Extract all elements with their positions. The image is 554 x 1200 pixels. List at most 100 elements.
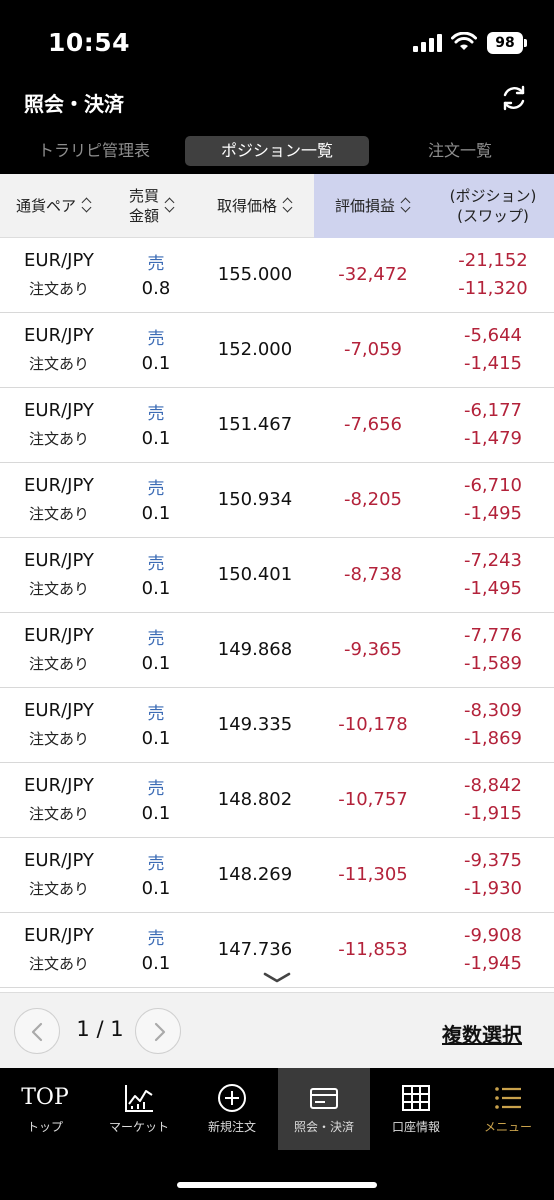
tab-trarepeat-table[interactable]: トラリピ管理表 <box>37 141 150 160</box>
nav-item-menu[interactable]: メニュー <box>462 1068 554 1150</box>
order-note: 注文あり <box>28 580 89 598</box>
bottom-nav: TOP トップ マーケット 新規注文 照会・決済 <box>0 1068 554 1200</box>
position-swap-cell: -7,243 -1,495 <box>432 538 554 612</box>
table-row[interactable]: EUR/JPY 注文あり 売 0.1 150.401 -8,738 -7,243… <box>0 538 554 613</box>
order-note: 注文あり <box>28 430 89 448</box>
trade-side: 売 <box>147 404 165 424</box>
pair-cell: EUR/JPY 注文あり <box>0 613 118 687</box>
trade-side: 売 <box>147 929 165 949</box>
position-swap-cell: -6,177 -1,479 <box>432 388 554 462</box>
acquisition-price: 150.934 <box>217 489 293 510</box>
swap-pl: -1,589 <box>463 653 523 674</box>
nav-item-account-info[interactable]: 口座情報 <box>370 1068 462 1150</box>
table-row[interactable]: EUR/JPY 注文あり 売 0.8 155.000 -32,472 -21,1… <box>0 238 554 313</box>
acquisition-price: 147.736 <box>217 939 293 960</box>
swap-pl: -1,869 <box>463 728 523 749</box>
sort-icon <box>283 199 293 213</box>
table-row[interactable]: EUR/JPY 注文あり 売 0.1 148.802 -10,757 -8,84… <box>0 763 554 838</box>
position-swap-cell: -7,776 -1,589 <box>432 613 554 687</box>
table-row[interactable]: EUR/JPY 注文あり 売 0.1 149.868 -9,365 -7,776… <box>0 613 554 688</box>
side-amount-cell: 売 0.1 <box>108 313 204 387</box>
segmented-tabs: トラリピ管理表 ポジション一覧 注文一覧 <box>0 130 554 174</box>
table-row[interactable]: EUR/JPY 注文あり 売 0.1 151.467 -7,656 -6,177… <box>0 388 554 463</box>
order-note: 注文あり <box>28 880 89 898</box>
nav-item-top[interactable]: TOP トップ <box>0 1068 90 1150</box>
pagination-bar: 1 / 1 複数選択 <box>0 992 554 1068</box>
tab-order-list[interactable]: 注文一覧 <box>427 141 492 160</box>
side-amount-cell: 売 0.1 <box>108 463 204 537</box>
next-page-button[interactable] <box>135 1008 181 1054</box>
column-label-position: (ポジション) <box>449 187 537 205</box>
position-pl: -9,908 <box>463 925 523 946</box>
nav-label-market: マーケット <box>108 1120 169 1134</box>
side-amount-cell: 売 0.1 <box>108 688 204 762</box>
acquisition-price: 151.467 <box>217 414 293 435</box>
swap-pl: -1,479 <box>463 428 523 449</box>
pair-cell: EUR/JPY 注文あり <box>0 388 118 462</box>
side-amount-cell: 売 0.8 <box>108 238 204 312</box>
column-header-position-swap: (ポジション) (スワップ) <box>432 174 554 238</box>
chevron-left-icon <box>31 1022 43 1042</box>
page-indicator: 1 / 1 <box>76 1017 124 1041</box>
multi-select-link[interactable]: 複数選択 <box>442 1023 522 1047</box>
side-amount-cell: 売 0.1 <box>108 913 204 987</box>
valuation-pl: -10,757 <box>338 789 408 810</box>
side-amount-cell: 売 0.1 <box>108 763 204 837</box>
table-row[interactable]: EUR/JPY 注文あり 売 0.1 148.269 -11,305 -9,37… <box>0 838 554 913</box>
valuation-pl: -7,656 <box>343 414 403 435</box>
table-row[interactable]: EUR/JPY 注文あり 売 0.1 149.335 -10,178 -8,30… <box>0 688 554 763</box>
tab-position-list[interactable]: ポジション一覧 <box>185 136 369 166</box>
pair-cell: EUR/JPY 注文あり <box>0 763 118 837</box>
pair-cell: EUR/JPY 注文あり <box>0 313 118 387</box>
battery-tip <box>524 39 527 47</box>
valuation-pl: -8,738 <box>343 564 403 585</box>
trade-amount: 0.1 <box>141 803 171 824</box>
currency-pair: EUR/JPY <box>24 550 94 571</box>
grid-icon <box>402 1085 430 1111</box>
valuation-pl: -10,178 <box>338 714 408 735</box>
nav-label-top: トップ <box>26 1120 63 1134</box>
pair-cell: EUR/JPY 注文あり <box>0 238 118 312</box>
column-label-side: 売買 <box>128 187 159 205</box>
home-indicator <box>177 1182 377 1188</box>
status-bar: 10:54 98 <box>0 0 554 80</box>
top-logo-text: TOP <box>21 1085 69 1110</box>
swap-pl: -1,915 <box>463 803 523 824</box>
currency-pair: EUR/JPY <box>24 925 94 946</box>
currency-pair: EUR/JPY <box>24 700 94 721</box>
valuation-pl: -8,205 <box>343 489 403 510</box>
pair-cell: EUR/JPY 注文あり <box>0 463 118 537</box>
position-list: EUR/JPY 注文あり 売 0.8 155.000 -32,472 -21,1… <box>0 238 554 992</box>
column-header-side-amount[interactable]: 売買 金額 <box>108 174 196 238</box>
swap-pl: -1,495 <box>463 503 523 524</box>
valuation-pl: -11,305 <box>338 864 408 885</box>
valuation-pl: -11,853 <box>338 939 408 960</box>
position-pl: -8,309 <box>463 700 523 721</box>
column-header-price[interactable]: 取得価格 <box>196 174 314 238</box>
nav-item-new-order[interactable]: 新規注文 <box>186 1068 278 1150</box>
order-note: 注文あり <box>28 805 89 823</box>
trade-amount: 0.1 <box>141 953 171 974</box>
prev-page-button[interactable] <box>14 1008 60 1054</box>
position-swap-cell: -9,908 -1,945 <box>432 913 554 987</box>
chevron-down-icon[interactable] <box>262 970 292 986</box>
order-note: 注文あり <box>28 505 89 523</box>
pair-cell: EUR/JPY 注文あり <box>0 538 118 612</box>
nav-item-inquiry-settlement[interactable]: 照会・決済 <box>278 1068 370 1150</box>
column-header-pl[interactable]: 評価損益 <box>314 174 432 238</box>
position-pl: -9,375 <box>463 850 523 871</box>
trade-side: 売 <box>147 329 165 349</box>
trade-amount: 0.1 <box>141 503 171 524</box>
table-row[interactable]: EUR/JPY 注文あり 売 0.1 150.934 -8,205 -6,710… <box>0 463 554 538</box>
table-row[interactable]: EUR/JPY 注文あり 売 0.1 152.000 -7,059 -5,644… <box>0 313 554 388</box>
nav-item-market[interactable]: マーケット <box>92 1068 186 1150</box>
plus-circle-icon <box>218 1084 246 1112</box>
column-header-pair[interactable]: 通貨ペア <box>0 174 108 238</box>
column-label-position-swap: (ポジション) (スワップ) <box>450 186 537 226</box>
order-note: 注文あり <box>28 655 89 673</box>
trade-amount: 0.1 <box>141 578 171 599</box>
table-row[interactable]: EUR/JPY 注文あり 売 0.1 147.736 -11,853 -9,90… <box>0 913 554 988</box>
trade-side: 売 <box>147 554 165 574</box>
column-label-amount: 金額 <box>128 207 159 225</box>
refresh-icon[interactable] <box>498 82 530 114</box>
